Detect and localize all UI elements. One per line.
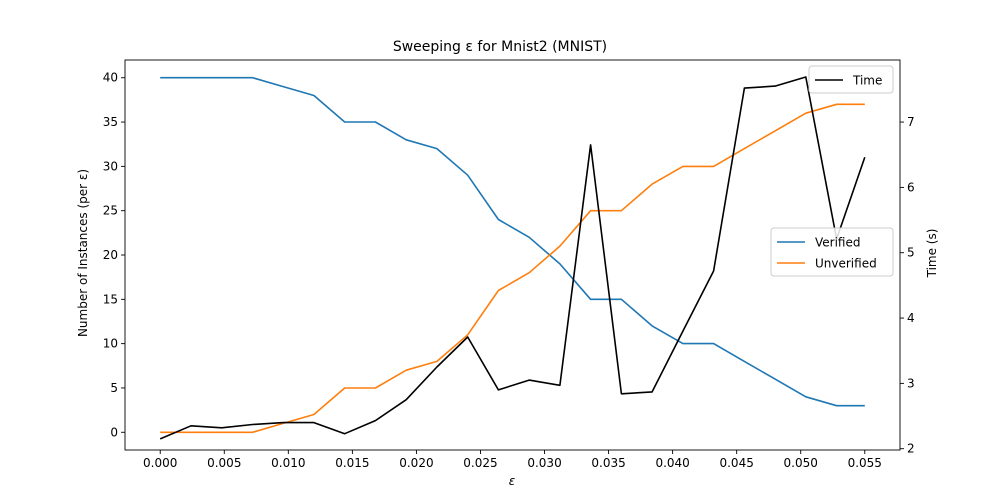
y-axis-left-label: Number of Instances (per ε) [76,169,90,337]
legend: Verified Unverified [770,227,894,277]
y-left-tick-label: 40 [103,71,118,85]
y-right-tick-label: 6 [907,180,915,194]
y-right-tick-label: 7 [907,115,915,129]
y-right-tick-label: 2 [907,442,915,456]
x-tick-label: 0.045 [719,456,753,470]
x-tick-label: 0.030 [527,456,561,470]
y-right-tick-label: 3 [907,376,915,390]
y-left-tick-label: 0 [110,425,118,439]
y-left-tick-label: 30 [103,159,118,173]
x-axis-label: ε [509,474,516,488]
y-axis-right-label: Time (s) [925,229,939,279]
x-tick-label: 0.025 [463,456,497,470]
series-line-verified [160,76,865,407]
legend-box [808,65,894,94]
legend-label-time: Time [852,74,882,88]
x-tick-label: 0.000 [143,456,177,470]
y-right-tick-label: 4 [907,311,915,325]
x-tick-label: 0.040 [655,456,689,470]
y-left-tick-label: 15 [103,292,118,306]
y-left-tick-label: 20 [103,248,118,262]
x-tick-label: 0.020 [399,456,433,470]
x-tick-label: 0.055 [848,456,882,470]
plot-area: 0.000 0.005 0.010 0.015 0.020 0.025 0.030 0.035… [103,59,915,470]
legend-label-verified: Verified [815,236,861,250]
y-left-tick-label: 10 [103,337,118,351]
y-left-tick-label: 5 [110,381,118,395]
x-tick-label: 0.035 [591,456,625,470]
x-tick-label: 0.050 [784,456,818,470]
y-right-tick-label: 5 [907,246,915,260]
y-left-tick-label: 35 [103,115,118,129]
y-left-tick-label: 25 [103,204,118,218]
legend-box [770,227,894,277]
series-line-unverified [160,103,865,434]
x-tick-label: 0.015 [335,456,369,470]
series-line-time [159,76,866,440]
legend: Time [808,65,894,94]
chart-title: Sweeping ε for Mnist2 (MNIST) [393,39,607,55]
legend-label-unverified: Unverified [815,257,877,271]
x-tick-label: 0.010 [271,456,305,470]
x-tick-label: 0.005 [207,456,241,470]
